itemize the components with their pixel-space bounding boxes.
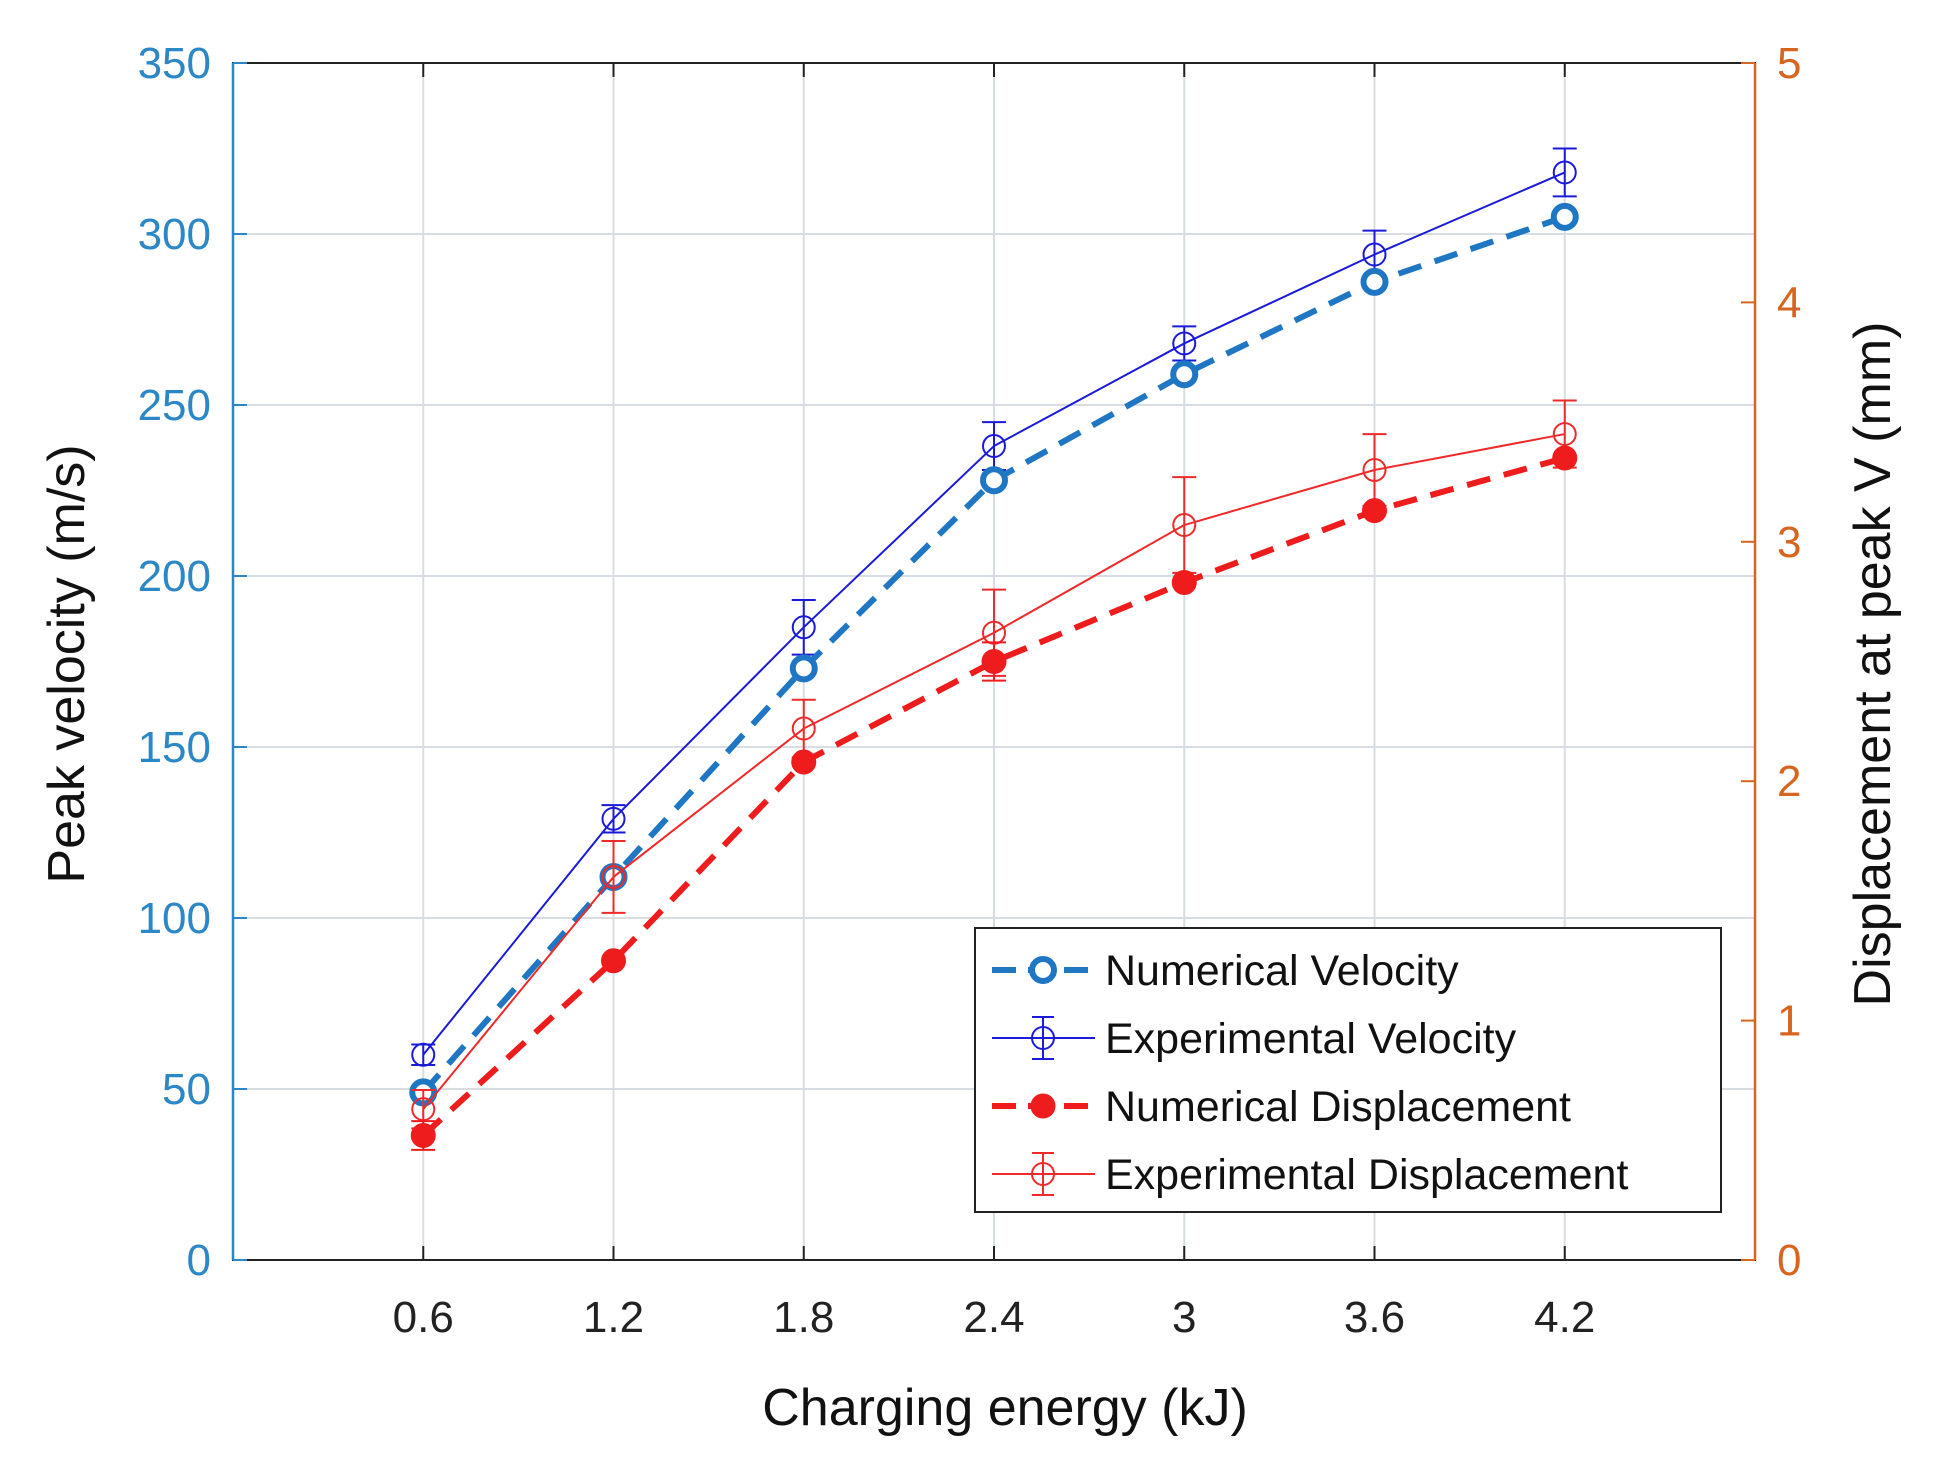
- legend-marker-numerical-displacement: [1030, 1093, 1056, 1119]
- plot-series: [409, 147, 1579, 1151]
- x-axis-label: Charging energy (kJ): [762, 1379, 1248, 1437]
- axes: 0.6 1.2 1.8 2.4 3 3.6 4.2050100150200250300350…: [138, 39, 1802, 1342]
- legend-label-numerical-velocity: Numerical Velocity: [1105, 947, 1459, 995]
- x-tick-label: 4.2: [1534, 1293, 1595, 1342]
- y-left-tick-label: 50: [162, 1065, 211, 1114]
- y-left-tick-label: 200: [138, 552, 211, 601]
- data-point: [1171, 569, 1197, 595]
- y-right-tick-label: 4: [1777, 278, 1801, 327]
- legend-entry-numerical-displacement: Numerical Displacement: [992, 1083, 1571, 1131]
- data-point: [1552, 160, 1577, 185]
- data-point: [410, 1123, 436, 1149]
- y-right-tick-label: 1: [1777, 997, 1801, 1046]
- data-point: [981, 649, 1007, 674]
- data-point: [791, 716, 816, 741]
- x-tick-label: 3.6: [1344, 1293, 1405, 1342]
- data-point: [1170, 360, 1199, 389]
- y-right-tick-label: 5: [1777, 39, 1801, 88]
- legend-label-experimental-velocity: Experimental Velocity: [1105, 1015, 1517, 1063]
- y-left-tick-label: 350: [138, 39, 211, 88]
- data-point: [791, 749, 817, 775]
- data-point: [791, 615, 816, 640]
- legend-box: [974, 927, 1722, 1213]
- y-left-tick-label: 300: [138, 210, 211, 259]
- data-point: [601, 864, 626, 889]
- x-tick-label: 2.4: [963, 1293, 1024, 1342]
- data-point: [601, 948, 626, 974]
- legend-entry-experimental-displacement: Experimental Displacement: [992, 1151, 1628, 1199]
- data-point: [1172, 513, 1197, 538]
- legend: Numerical Velocity Experimental Velocity…: [974, 927, 1722, 1213]
- legend-marker-experimental-velocity: [1031, 1026, 1055, 1050]
- data-point: [1362, 498, 1387, 524]
- y-left-tick-label: 250: [138, 381, 211, 430]
- legend-entry-experimental-velocity: Experimental Velocity: [992, 1015, 1517, 1063]
- y-left-tick-label: 100: [138, 894, 211, 943]
- y-axis-left-label: Peak velocity (m/s): [38, 444, 96, 883]
- series-numerical-displacement: [410, 445, 1578, 1151]
- data-point: [1362, 242, 1387, 267]
- data-point: [1362, 457, 1387, 482]
- y-right-tick-label: 0: [1777, 1236, 1801, 1285]
- x-tick-label: 3: [1172, 1293, 1196, 1342]
- y-left-tick-label: 150: [138, 723, 211, 772]
- x-tick-label: 1.8: [773, 1293, 834, 1342]
- data-point: [1360, 267, 1389, 296]
- y-right-tick-label: 3: [1777, 518, 1801, 567]
- x-tick-label: 0.6: [393, 1293, 454, 1342]
- data-point: [789, 654, 818, 683]
- legend-label-numerical-displacement: Numerical Displacement: [1105, 1083, 1571, 1131]
- data-point: [1172, 331, 1197, 356]
- x-tick-label: 1.2: [583, 1293, 644, 1342]
- legend-entry-numerical-velocity: Numerical Velocity: [992, 947, 1459, 995]
- data-point: [601, 806, 626, 831]
- y-left-tick-label: 0: [187, 1236, 211, 1285]
- legend-marker-experimental-displacement: [1031, 1162, 1055, 1186]
- data-point: [411, 1042, 436, 1067]
- data-point: [1552, 445, 1578, 471]
- data-point: [1552, 422, 1577, 447]
- y-right-tick-label: 2: [1777, 757, 1801, 806]
- legend-marker-numerical-velocity: [1029, 956, 1057, 984]
- y-axis-right-label: Displacement at peak V (mm): [1844, 322, 1902, 1007]
- data-point: [982, 434, 1006, 459]
- data-point: [980, 466, 1008, 495]
- data-point: [1550, 202, 1579, 231]
- legend-label-experimental-displacement: Experimental Displacement: [1105, 1151, 1628, 1199]
